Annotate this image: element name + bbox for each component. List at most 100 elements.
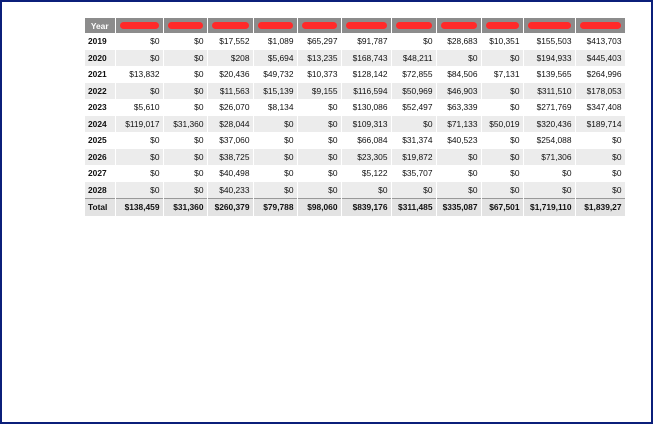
value-cell: $0 <box>163 181 208 199</box>
value-cell: $0 <box>253 115 298 132</box>
total-cell: $31,360 <box>163 198 208 216</box>
redacted-column-header <box>115 18 164 33</box>
value-cell: $19,872 <box>391 148 437 165</box>
year-column-header: Year <box>85 18 116 33</box>
value-cell: $71,133 <box>436 115 482 132</box>
value-cell: $17,552 <box>207 33 254 50</box>
table-row: 2025 $0 $0 $37,060 $0 $0 $66,084 $31,374 $40,523… <box>85 132 625 149</box>
total-cell: $98,060 <box>297 198 342 216</box>
value-cell: $311,510 <box>523 82 576 99</box>
value-cell: $40,233 <box>207 181 254 199</box>
value-cell: $116,594 <box>341 82 392 99</box>
value-cell: $0 <box>297 132 342 149</box>
value-cell: $413,703 <box>575 33 625 50</box>
value-cell: $0 <box>297 165 342 182</box>
value-cell: $0 <box>115 132 164 149</box>
value-cell: $10,373 <box>297 66 342 83</box>
value-cell: $119,017 <box>115 115 164 132</box>
value-cell: $0 <box>163 165 208 182</box>
value-cell: $0 <box>115 82 164 99</box>
value-cell: $0 <box>391 33 437 50</box>
value-cell: $28,044 <box>207 115 254 132</box>
value-cell: $5,122 <box>341 165 392 182</box>
year-cell: 2019 <box>85 33 116 50</box>
value-cell: $9,155 <box>297 82 342 99</box>
value-cell: $0 <box>163 132 208 149</box>
value-cell: $40,523 <box>436 132 482 149</box>
total-cell: $1,839,27 <box>575 198 625 216</box>
total-cell: $260,379 <box>207 198 254 216</box>
table-row: 2023 $5,610 $0 $26,070 $8,134 $0 $130,086 $52,4… <box>85 99 625 116</box>
value-cell: $109,313 <box>341 115 392 132</box>
value-cell: $0 <box>253 132 298 149</box>
value-cell: $35,707 <box>391 165 437 182</box>
value-cell: $50,019 <box>481 115 524 132</box>
value-cell: $49,732 <box>253 66 298 83</box>
value-cell: $155,503 <box>523 33 576 50</box>
value-cell: $48,211 <box>391 49 437 66</box>
value-cell: $194,933 <box>523 49 576 66</box>
value-cell: $91,787 <box>341 33 392 50</box>
value-cell: $0 <box>115 165 164 182</box>
value-cell: $0 <box>575 132 625 149</box>
value-cell: $0 <box>391 181 437 199</box>
value-cell: $189,714 <box>575 115 625 132</box>
value-cell: $10,351 <box>481 33 524 50</box>
table-body: 2019 $0 $0 $17,552 $1,089 $65,297 $91,787 $0 $28… <box>85 33 625 216</box>
value-cell: $1,089 <box>253 33 298 50</box>
value-cell: $0 <box>436 181 482 199</box>
value-cell: $128,142 <box>341 66 392 83</box>
header-row: Year <box>85 18 625 33</box>
value-cell: $84,506 <box>436 66 482 83</box>
value-cell: $0 <box>523 165 576 182</box>
value-cell: $254,088 <box>523 132 576 149</box>
value-cell: $11,563 <box>207 82 254 99</box>
redacted-column-header <box>163 18 208 33</box>
value-cell: $5,610 <box>115 99 164 116</box>
value-cell: $8,134 <box>253 99 298 116</box>
value-cell: $0 <box>575 148 625 165</box>
value-cell: $0 <box>341 181 392 199</box>
year-cell: 2025 <box>85 132 116 149</box>
value-cell: $0 <box>297 148 342 165</box>
value-cell: $445,403 <box>575 49 625 66</box>
value-cell: $13,832 <box>115 66 164 83</box>
total-cell: $79,788 <box>253 198 298 216</box>
value-cell: $0 <box>481 99 524 116</box>
total-row: Total $138,459 $31,360 $260,379 $79,788 $98,0… <box>85 198 625 216</box>
value-cell: $40,498 <box>207 165 254 182</box>
value-cell: $0 <box>253 181 298 199</box>
value-cell: $63,339 <box>436 99 482 116</box>
value-cell: $0 <box>163 33 208 50</box>
year-cell: 2026 <box>85 148 116 165</box>
value-cell: $0 <box>115 49 164 66</box>
value-cell: $31,374 <box>391 132 437 149</box>
value-cell: $0 <box>436 165 482 182</box>
value-cell: $72,855 <box>391 66 437 83</box>
table-row: 2021 $13,832 $0 $20,436 $49,732 $10,373 $128,1… <box>85 66 625 83</box>
total-cell: $839,176 <box>341 198 392 216</box>
total-cell: $335,087 <box>436 198 482 216</box>
value-cell: $23,305 <box>341 148 392 165</box>
value-cell: $13,235 <box>297 49 342 66</box>
table-row: 2026 $0 $0 $38,725 $0 $0 $23,305 $19,872 $0 $0 $71… <box>85 148 625 165</box>
value-cell: $0 <box>481 148 524 165</box>
total-cell: $311,485 <box>391 198 437 216</box>
value-cell: $0 <box>115 33 164 50</box>
redacted-column-header <box>391 18 437 33</box>
data-table-container: Year 2019 $0 $0 $17,552 $1,089 $65,297 $91,787… <box>85 18 625 216</box>
year-cell: 2022 <box>85 82 116 99</box>
value-cell: $0 <box>481 49 524 66</box>
redacted-column-header <box>436 18 482 33</box>
value-cell: $0 <box>297 181 342 199</box>
value-cell: $15,139 <box>253 82 298 99</box>
yearly-values-table: Year 2019 $0 $0 $17,552 $1,089 $65,297 $91,787… <box>85 18 625 216</box>
year-cell: 2024 <box>85 115 116 132</box>
value-cell: $208 <box>207 49 254 66</box>
value-cell: $0 <box>391 115 437 132</box>
redacted-column-header <box>481 18 524 33</box>
year-cell: 2021 <box>85 66 116 83</box>
value-cell: $264,996 <box>575 66 625 83</box>
value-cell: $0 <box>575 181 625 199</box>
value-cell: $26,070 <box>207 99 254 116</box>
